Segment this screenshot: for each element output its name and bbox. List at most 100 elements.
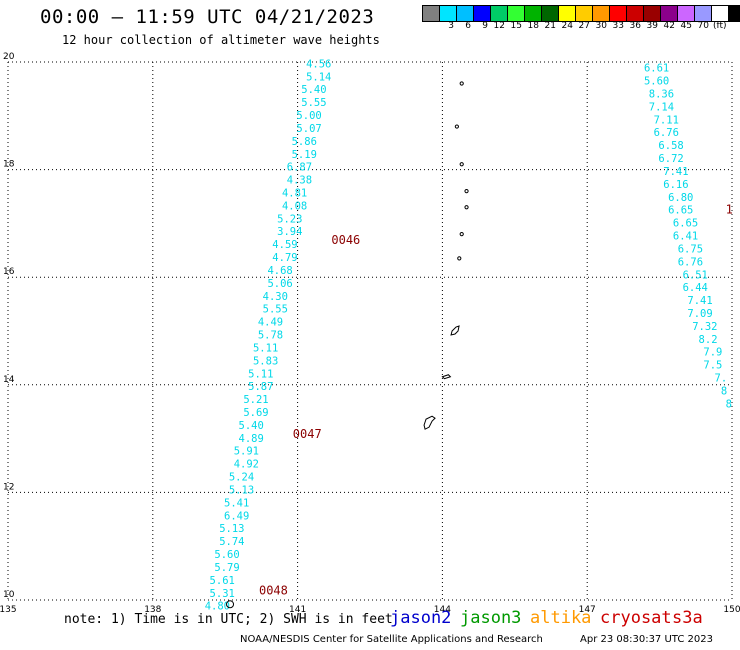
- island-marker: [454, 124, 459, 129]
- wave-height-value: 5.60: [214, 549, 239, 561]
- wave-height-value: 4.08: [282, 200, 307, 212]
- color-label-5: 18: [527, 21, 539, 31]
- wave-height-value: 5.87: [248, 381, 273, 393]
- color-swatch-12: [627, 6, 644, 21]
- wave-height-value: 6.49: [224, 510, 249, 522]
- x-tick-label: 150: [723, 605, 740, 615]
- wave-height-value: 5.00: [296, 110, 321, 122]
- wave-height-value: 7.41: [663, 166, 688, 178]
- wave-height-value: 5.79: [214, 562, 239, 574]
- color-label-8: 27: [578, 21, 590, 31]
- satellite-cryosat: cryosat: [600, 608, 672, 628]
- wave-height-value: 6.41: [673, 231, 698, 243]
- wave-height-value: 7.5: [703, 360, 722, 372]
- wave-height-value: 6.72: [658, 153, 683, 165]
- island-rota: [441, 374, 452, 380]
- color-label-13: 42: [663, 21, 675, 31]
- wave-height-value: 4.56: [306, 58, 331, 70]
- wave-height-value: 6.61: [644, 63, 669, 75]
- y-tick-label: 16: [3, 267, 15, 277]
- wave-height-value: 4.68: [267, 265, 292, 277]
- wave-height-value: 5.78: [258, 330, 283, 342]
- satellite-s3a: s3a: [672, 608, 703, 628]
- wave-height-value: 5.86: [292, 136, 317, 148]
- wave-height-value: 8.36: [649, 89, 674, 101]
- y-tick-label: 14: [3, 375, 15, 385]
- wave-height-value: 6.65: [668, 205, 693, 217]
- wave-height-value: 7.09: [687, 308, 712, 320]
- color-swatch-3: [474, 6, 491, 21]
- credit-line: NOAA/NESDIS Center for Satellite Applica…: [240, 634, 543, 645]
- wave-height-value: 4.89: [239, 433, 264, 445]
- wave-height-value: 4.38: [287, 175, 312, 187]
- wave-height-value: 5.24: [229, 472, 254, 484]
- color-unit-label: (ft): [713, 21, 727, 31]
- wave-height-value: 5.55: [301, 97, 326, 109]
- color-label-2: 9: [482, 21, 488, 31]
- color-swatch-13: [644, 6, 661, 21]
- wave-height-value: 7.9: [703, 347, 722, 359]
- wave-height-value: 5.40: [301, 84, 326, 96]
- wave-height-value: 6.87: [287, 162, 312, 174]
- chart-title: 00:00 – 11:59 UTC 04/21/2023: [40, 6, 375, 28]
- color-label-15: 70: [697, 21, 709, 31]
- y-tick-label: 12: [3, 482, 14, 492]
- wave-height-value: 5.19: [292, 149, 317, 161]
- wave-height-value: 5.11: [248, 368, 273, 380]
- wave-height-value: 7.41: [687, 295, 712, 307]
- color-label-6: 21: [544, 21, 556, 31]
- color-label-0: 3: [448, 21, 454, 31]
- island-saipan: [450, 325, 460, 336]
- color-swatch-16: [695, 6, 712, 21]
- color-label-14: 45: [680, 21, 692, 31]
- satellite-jason3: jason3: [460, 608, 522, 628]
- color-scale-bar: [422, 5, 740, 22]
- y-tick-label: 10: [3, 590, 15, 600]
- color-swatch-14: [661, 6, 678, 21]
- wave-height-value: 7.11: [654, 114, 679, 126]
- pass-number-label: 0048: [259, 584, 288, 598]
- color-swatch-4: [491, 6, 508, 21]
- color-swatch-2: [457, 6, 474, 21]
- color-label-11: 36: [629, 21, 641, 31]
- x-tick-label: 138: [144, 605, 161, 615]
- wave-height-value: 5.74: [219, 536, 244, 548]
- wave-height-value: 5.11: [253, 342, 278, 354]
- color-swatch-0: [423, 6, 440, 21]
- color-swatch-9: [576, 6, 593, 21]
- wave-height-value: 6.80: [668, 192, 693, 204]
- track-end-marker: [226, 600, 235, 609]
- color-swatch-11: [610, 6, 627, 21]
- wave-height-value: 6.65: [673, 218, 698, 230]
- x-tick-label: 147: [579, 605, 596, 615]
- wave-height-value: 6.76: [678, 256, 703, 268]
- wave-height-value: 6.58: [658, 140, 683, 152]
- chart-subtitle: 12 hour collection of altimeter wave hei…: [62, 33, 380, 47]
- pass-number-label: 0047: [293, 427, 322, 441]
- island-marker: [459, 162, 464, 167]
- wave-height-value: 7.: [715, 373, 728, 385]
- wave-height-value: 6.44: [683, 282, 708, 294]
- timestamp: Apr 23 08:30:37 UTC 2023: [580, 634, 713, 645]
- island-marker: [459, 232, 464, 237]
- wave-height-value: 4.92: [234, 459, 259, 471]
- satellite-jason2: jason2: [390, 608, 452, 628]
- wave-height-value: 5.23: [277, 213, 302, 225]
- wave-height-value: 5.07: [296, 123, 321, 135]
- wave-height-value: 5.55: [263, 304, 288, 316]
- color-swatch-15: [678, 6, 695, 21]
- wave-height-value: 5.41: [224, 497, 249, 509]
- x-tick-label: 144: [434, 605, 451, 615]
- color-label-9: 30: [595, 21, 607, 31]
- x-tick-label: 141: [289, 605, 306, 615]
- wave-height-value: 6.16: [663, 179, 688, 191]
- wave-height-value: 5.69: [243, 407, 268, 419]
- wave-height-value: 8: [726, 398, 732, 410]
- wave-height-value: 5.83: [253, 355, 278, 367]
- wave-height-value: 7.32: [692, 321, 717, 333]
- color-swatch-18: [729, 6, 740, 21]
- color-swatch-17: [712, 6, 729, 21]
- wave-height-value: 5.06: [267, 278, 292, 290]
- island-marker: [459, 81, 464, 86]
